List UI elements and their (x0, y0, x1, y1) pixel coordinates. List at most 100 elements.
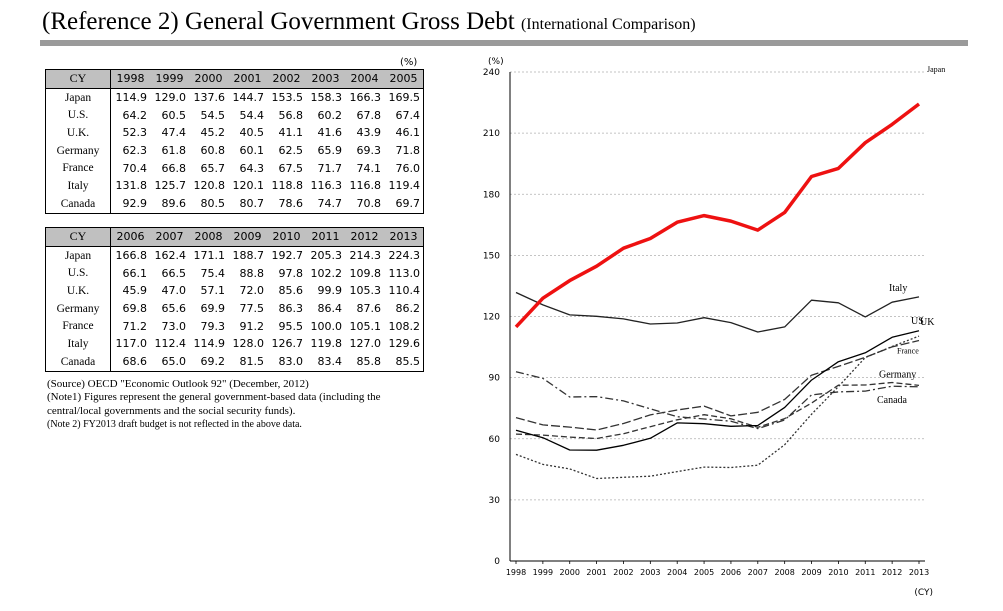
table-value-cell: 47.4 (161, 126, 187, 140)
table-value-cell: 62.3 (122, 144, 148, 158)
table-value-cell: 70.4 (122, 161, 148, 175)
table-value-cell: 169.5 (384, 88, 424, 107)
series-line-italy (515, 291, 920, 333)
table-value-cell: 81.5 (228, 352, 267, 372)
table-value-cell: 102.2 (310, 266, 343, 280)
table-row: Italy 131.8 125.7 120.8 120.1 118.8 116.3 116.8… (45, 177, 424, 195)
x-tick-label: 2010 (828, 568, 848, 577)
series-label: Italy (889, 283, 907, 294)
x-tick-label: 2001 (586, 568, 606, 577)
series-line-us (515, 330, 920, 451)
table-unit-label: (%) (400, 57, 418, 68)
x-tick-label: 2008 (774, 568, 794, 577)
table-value-cell: 71.8 (384, 141, 424, 160)
x-tick-label: 2002 (613, 568, 633, 577)
table-value-cell: 109.8 (349, 266, 382, 280)
table-country-cell: France (45, 317, 111, 336)
x-tick-label: 1999 (533, 568, 553, 577)
table-header-year: 2001 (228, 69, 267, 89)
x-tick-label: 2009 (801, 568, 821, 577)
table-row: Germany 62.3 61.8 60.8 60.1 62.5 65.9 69.3 71.8 (45, 141, 424, 160)
table-value-cell: 86.2 (384, 299, 424, 318)
table-value-cell: 86.4 (317, 302, 343, 316)
x-tick-label: 2007 (748, 568, 768, 577)
note-source: (Source) OECD "Economic Outlook 92" (Dec… (47, 378, 309, 390)
table-country-cell: Germany (45, 299, 111, 318)
table-row: Japan 114.9 129.0 137.6 144.7 153.5 158.3 166.3… (45, 88, 424, 107)
series-label: Germany (879, 369, 916, 380)
table-row: Germany 69.8 65.6 69.9 77.5 86.3 86.4 87.6 86.2 (45, 299, 424, 318)
table-value-cell: 188.7 (232, 249, 265, 263)
y-tick-label: 30 (489, 496, 501, 506)
table-header-year: 2010 (267, 227, 306, 247)
table-value-cell: 65.9 (317, 144, 343, 158)
table-value-cell: 116.8 (349, 179, 382, 193)
table-country-cell: Italy (45, 335, 111, 353)
table-value-cell: 118.8 (271, 179, 304, 193)
table-row: U.S. 64.2 60.5 54.5 54.4 56.8 60.2 67.8 67.4 (45, 106, 424, 125)
table-value-cell: 61.8 (161, 144, 187, 158)
table-value-cell: 65.6 (161, 302, 187, 316)
table-value-cell: 47.0 (161, 284, 187, 298)
table-row: France 71.2 73.0 79.3 91.2 95.5 100.0 105.1 108.… (45, 317, 424, 336)
y-tick-label: 60 (489, 435, 501, 445)
series-line-germany (515, 381, 920, 440)
table-header-year: 2008 (189, 227, 228, 247)
table-value-cell: 114.9 (193, 337, 226, 351)
table-country-cell: Canada (45, 194, 111, 214)
table-value-cell: 126.7 (271, 337, 304, 351)
table-value-cell: 67.8 (356, 108, 382, 122)
table-value-cell: 158.3 (310, 91, 343, 105)
table-row: Canada 92.9 89.6 80.5 80.7 78.6 74.7 70.8 69.7 (45, 194, 424, 214)
table-header-year: 2005 (384, 69, 424, 89)
y-tick-label: 120 (483, 313, 500, 323)
table-row: Japan 166.8 162.4 171.1 188.7 192.7 205.3 214.3… (45, 246, 424, 265)
table-header-year: 2011 (306, 227, 345, 247)
table-country-cell: U.K. (45, 282, 111, 300)
table-value-cell: 166.8 (115, 249, 148, 263)
table-value-cell: 83.0 (267, 352, 306, 372)
table-value-cell: 65.0 (150, 352, 189, 372)
table-value-cell: 69.2 (189, 352, 228, 372)
table-value-cell: 131.8 (115, 179, 148, 193)
table-value-cell: 129.6 (384, 335, 424, 353)
table-value-cell: 69.8 (122, 302, 148, 316)
table-value-cell: 205.3 (310, 249, 343, 263)
series-label: France (897, 347, 919, 356)
table-header-year: 1999 (150, 69, 189, 89)
note-1: (Note1) Figures represent the general go… (47, 391, 381, 417)
table-value-cell: 62.5 (278, 144, 304, 158)
y-tick-label: 150 (483, 251, 500, 261)
y-tick-label: 90 (489, 374, 501, 384)
table-value-cell: 77.5 (239, 302, 265, 316)
x-unit-label: (CY) (914, 588, 933, 598)
title-underline (40, 40, 968, 46)
x-tick-label: 2013 (909, 568, 929, 577)
table-value-cell: 60.8 (200, 144, 226, 158)
table-value-cell: 153.5 (271, 91, 304, 105)
table-country-cell: U.S. (45, 264, 111, 283)
table-value-cell: 86.3 (278, 302, 304, 316)
table-value-cell: 85.8 (345, 352, 384, 372)
table-value-cell: 85.5 (384, 352, 424, 372)
table-value-cell: 112.4 (154, 337, 187, 351)
table-value-cell: 74.1 (356, 161, 382, 175)
table-header-year: 2013 (384, 227, 424, 247)
table-value-cell: 166.3 (349, 91, 382, 105)
table-value-cell: 214.3 (349, 249, 382, 263)
table-value-cell: 127.0 (349, 337, 382, 351)
table-row: U.S. 66.1 66.5 75.4 88.8 97.8 102.2 109.8 113.0 (45, 264, 424, 283)
table-value-cell: 45.9 (122, 284, 148, 298)
table-value-cell: 72.0 (239, 284, 265, 298)
series-line-france (515, 339, 920, 431)
table-value-cell: 129.0 (154, 91, 187, 105)
table-row: France 70.4 66.8 65.7 64.3 67.5 71.7 74.1 76.0 (45, 159, 424, 178)
x-tick-label: 2011 (855, 568, 875, 577)
debt-table-1998-2005: CY 1998 1999 2000 2001 2002 2003 2004 2005 Japan 1… (45, 69, 424, 214)
table-header-cy: CY (45, 227, 111, 247)
table-value-cell: 97.8 (278, 266, 304, 280)
table-value-cell: 100.0 (310, 319, 343, 333)
table-value-cell: 120.8 (193, 179, 226, 193)
table-header-year: 2002 (267, 69, 306, 89)
table-value-cell: 70.8 (345, 194, 384, 214)
